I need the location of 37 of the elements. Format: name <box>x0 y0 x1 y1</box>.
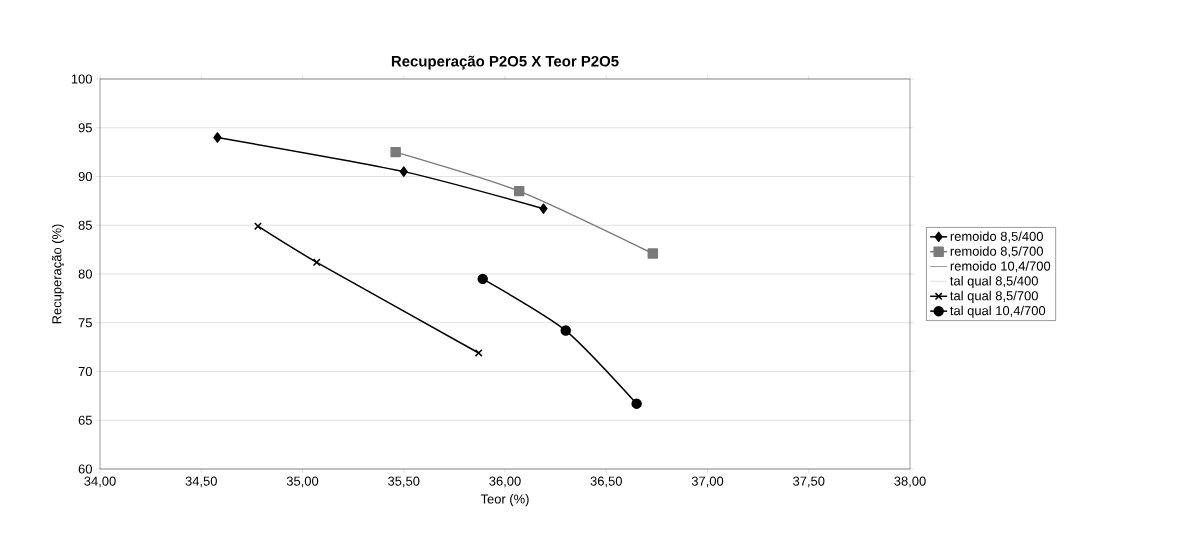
legend-label: tal qual 10,4/700 <box>950 305 1046 318</box>
point <box>560 325 571 336</box>
x-tick-label: 35,50 <box>388 476 420 488</box>
point <box>312 258 321 267</box>
point <box>390 146 401 158</box>
y-tick-label: 100 <box>71 74 92 84</box>
x-tick-label: 34,50 <box>185 476 217 488</box>
legend-label: tal qual 8,5/700 <box>950 290 1038 303</box>
chart-title: Recuperação P2O5 X Teor P2O5 <box>391 55 619 70</box>
point <box>647 248 659 259</box>
y-tick-label: 90 <box>78 171 92 182</box>
y-tick-label: 75 <box>78 318 92 328</box>
point <box>399 166 408 177</box>
x-tick-label: 34,00 <box>84 476 116 488</box>
legend-label: remoido 8,5/400 <box>950 231 1043 243</box>
y-tick-label: 70 <box>78 366 92 377</box>
point <box>213 132 222 143</box>
x-axis-title: Teor (%) <box>480 494 529 507</box>
y-tick-label: 85 <box>78 220 92 230</box>
y-tick-label: 65 <box>78 415 92 425</box>
legend-label: tal qual 8,5/400 <box>950 275 1038 289</box>
point <box>539 203 548 214</box>
legend-label: remoido 8,5/700 <box>950 246 1043 258</box>
x-tick-label: 35,00 <box>286 476 319 488</box>
legend-label: remoido 10,4/700 <box>950 261 1051 273</box>
x-tick-label: 37,00 <box>691 476 724 488</box>
x-tick-label: 36,00 <box>489 476 521 488</box>
point <box>477 273 488 285</box>
point <box>631 398 642 409</box>
y-tick-label: 60 <box>78 464 92 474</box>
x-tick-label: 36,50 <box>590 476 622 488</box>
point <box>513 185 525 197</box>
y-tick-label: 95 <box>78 123 92 133</box>
x-tick-label: 38,00 <box>894 476 926 488</box>
y-tick-label: 80 <box>78 269 92 279</box>
x-tick-label: 37,50 <box>793 476 825 488</box>
y-axis-title: Recuperação (%) <box>51 224 65 324</box>
